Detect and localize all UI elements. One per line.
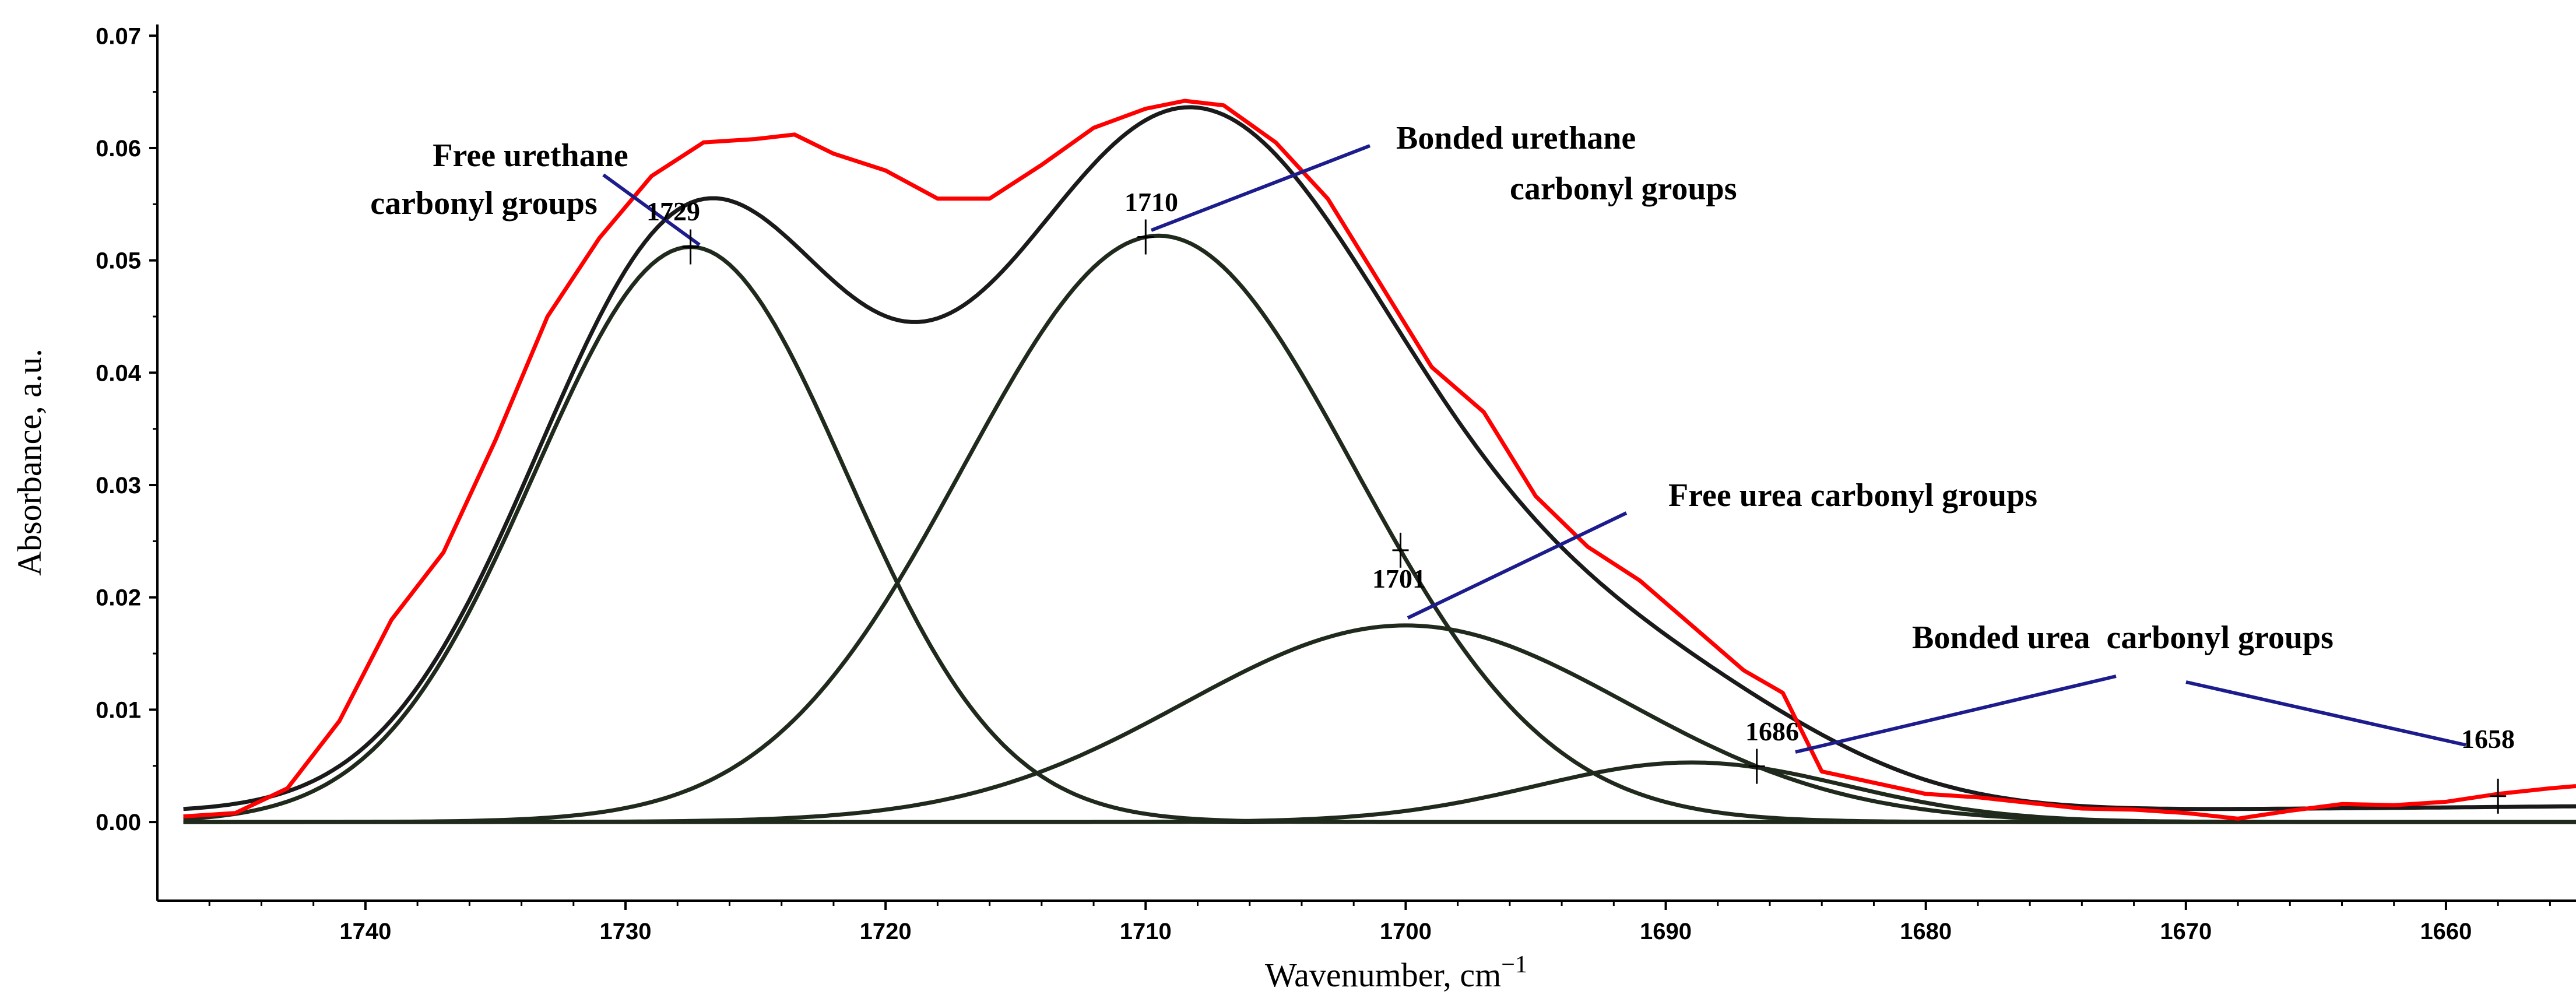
y-tick-label: 0.03 [96,473,141,498]
y-tick-label: 0.05 [96,248,141,274]
pointer-free-urea [1407,511,1628,620]
peak-label-1729: 1729 [646,196,700,226]
annotation-bonded-urethane-line1: Bonded urethane [1396,120,1636,156]
annotation-free-urethane: Free urethane carbonyl groups [370,138,628,222]
component-curves [183,233,2576,824]
y-tick-label: 0.00 [96,810,141,835]
x-tick-label: 1740 [339,919,391,944]
component-curve [183,233,2576,824]
x-tick-label: 1730 [600,919,652,944]
peak-label-1710: 1710 [1124,187,1178,217]
peak-markers [682,219,2507,814]
y-tick-label: 0.07 [96,23,141,49]
fitted-envelope-curve [183,105,2576,811]
peak-label-1701: 1701 [1372,564,1426,593]
x-axis-title: Wavenumber, cm−1 [1265,951,1527,994]
x-tick-label: 1700 [1380,919,1432,944]
y-tick-label: 0.02 [96,585,141,611]
y-tick-label: 0.04 [96,360,142,386]
experimental-spectrum-curve [183,99,2576,821]
component-curve [183,760,2576,824]
annotation-free-urethane-line1: Free urethane [433,138,628,174]
peak-label-1686: 1686 [1745,716,1799,746]
peak-label-1658: 1658 [2461,724,2515,754]
annotation-pointer-lines [602,144,2466,754]
annotation-free-urethane-line2: carbonyl groups [370,185,597,222]
x-tick-label: 1670 [2160,919,2212,944]
annotation-bonded-urethane: Bonded urethane carbonyl groups [1396,120,1737,207]
y-axis-ticks: 0.00 0.01 0.02 0.03 0.04 0.05 0.06 0.07 [96,23,157,835]
pointer-free-urethane [602,173,701,247]
x-tick-label: 1690 [1640,919,1692,944]
x-axis-title-text: Wavenumber, cm [1265,956,1501,994]
pointer-bonded-urethane [1150,144,1371,232]
pointer-bonded-urea-left [1795,674,2117,754]
x-axis-ticks: 1740 1730 1720 1710 1700 1690 1680 1670 1660 [208,901,2551,944]
y-tick-label: 0.06 [96,136,141,161]
x-tick-label: 1710 [1120,919,1172,944]
annotation-bonded-urethane-line2: carbonyl groups [1510,171,1737,207]
x-tick-label: 1720 [860,919,912,944]
x-axis-title-superscript: −1 [1501,951,1527,978]
x-tick-label: 1680 [1900,919,1952,944]
pointer-bonded-urea-right [2185,680,2466,747]
annotation-free-urea: Free urea carbonyl groups [1668,477,2037,514]
y-axis-title: Absorbance, a.u. [10,349,48,576]
annotation-bonded-urea: Bonded urea carbonyl groups [1912,620,2333,656]
y-tick-label: 0.01 [96,697,141,723]
x-tick-label: 1660 [2420,919,2472,944]
